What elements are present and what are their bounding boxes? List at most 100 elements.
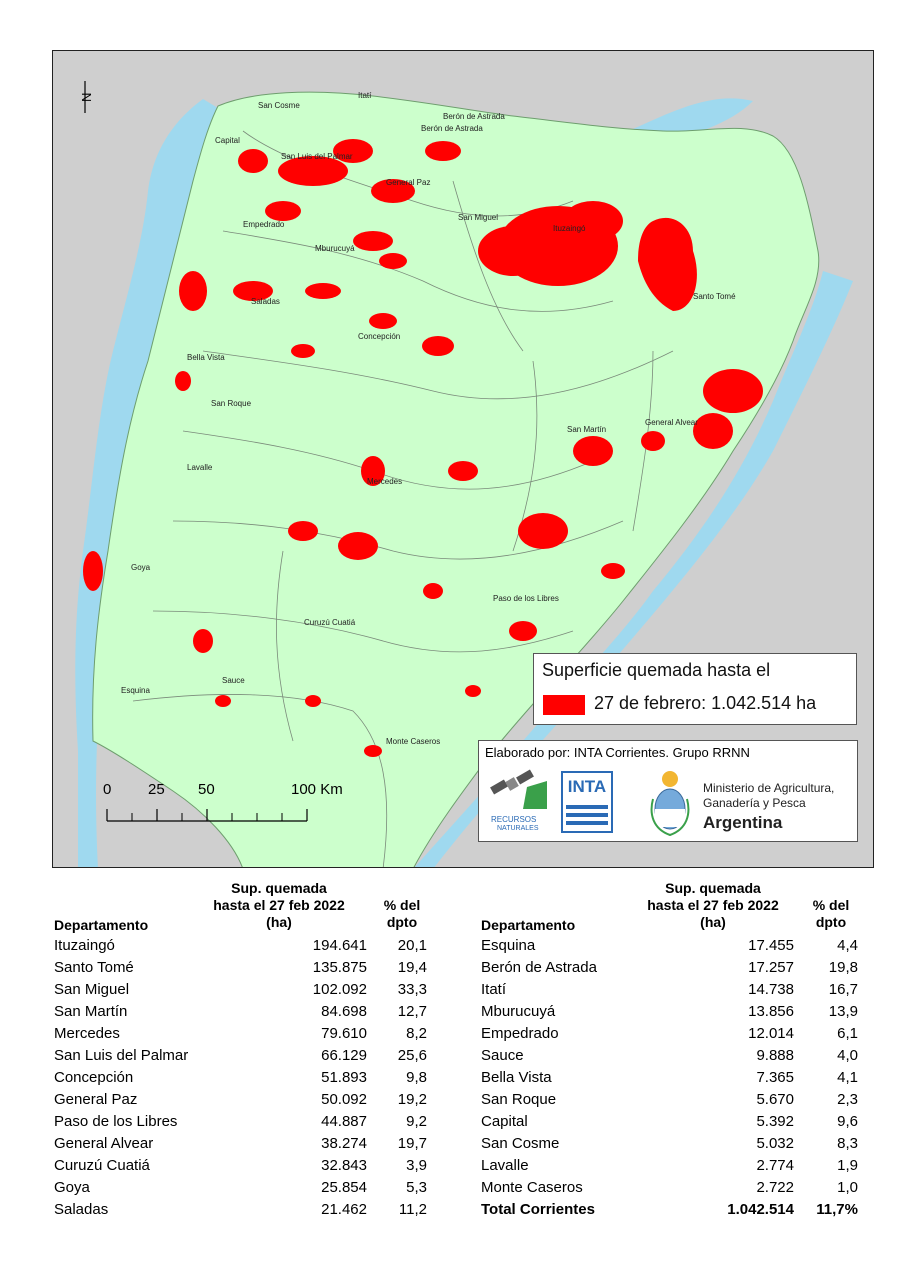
table-row: Saladas 21.462 11,2 <box>54 1201 439 1223</box>
burned-ha: 66.129 <box>321 1047 367 1064</box>
map-label: Berón de Astrada <box>443 112 505 121</box>
pct-dept: 19,8 <box>828 959 858 976</box>
map-label: Empedrado <box>243 220 285 229</box>
header-pct-line1: % del <box>383 897 421 913</box>
burned-ha: 7.365 <box>756 1069 794 1086</box>
map-label: San Luis del Palmar <box>281 152 353 161</box>
dept-name: Empedrado <box>481 1025 559 1042</box>
burned-ha: 44.887 <box>321 1113 367 1130</box>
dept-name: Santo Tomé <box>54 959 134 976</box>
scale-tick: 50 <box>198 781 215 798</box>
table-row: San Cosme 5.032 8,3 <box>481 1135 866 1157</box>
pct-dept: 5,3 <box>406 1179 427 1196</box>
map-label: Concepción <box>358 332 400 341</box>
header-pct-line1: % del <box>812 897 850 913</box>
dept-name: San Cosme <box>481 1135 560 1152</box>
dept-name: San Roque <box>481 1091 557 1108</box>
header-sup-line2: hasta el 27 feb 2022 <box>213 897 345 913</box>
burned-ha: 5.670 <box>756 1091 794 1108</box>
burned-ha: 32.843 <box>321 1157 367 1174</box>
table-row: Santo Tomé 135.875 19,4 <box>54 959 439 981</box>
burned-ha: 17.257 <box>748 959 794 976</box>
burned-ha: 50.092 <box>321 1091 367 1108</box>
dept-name: Bella Vista <box>481 1069 552 1086</box>
dept-name: Paso de los Libres <box>54 1113 178 1130</box>
dept-name: Ituzaingó <box>54 937 115 954</box>
table-row: Goya 25.854 5,3 <box>54 1179 439 1201</box>
inta-logo-text: INTA <box>567 777 607 796</box>
burned-ha: 17.455 <box>748 937 794 954</box>
dept-name: San Miguel <box>54 981 130 998</box>
map-label: Itatí <box>358 91 372 100</box>
ministry-line1: Ministerio de Agricultura, <box>703 781 835 795</box>
header-sup-line1: Sup. quemada <box>231 880 327 896</box>
table-row: Itatí 14.738 16,7 <box>481 981 866 1003</box>
inta-stripe <box>566 821 608 825</box>
header-sup-line2: hasta el 27 feb 2022 <box>647 897 779 913</box>
burned-ha: 79.610 <box>321 1025 367 1042</box>
pct-dept: 1,0 <box>837 1179 858 1196</box>
dept-name: Lavalle <box>481 1157 529 1174</box>
pct-dept: 6,1 <box>837 1025 858 1042</box>
dept-name: Total Corrientes <box>481 1201 595 1218</box>
table-row: San Miguel 102.092 33,3 <box>54 981 439 1003</box>
burned-ha: 1.042.514 <box>727 1201 794 1218</box>
dept-name: Itatí <box>481 981 507 998</box>
table-row: Curuzú Cuatiá 32.843 3,9 <box>54 1157 439 1179</box>
dept-name: Capital <box>481 1113 528 1130</box>
table-row: General Alvear 38.274 19,7 <box>54 1135 439 1157</box>
burned-ha: 84.698 <box>321 1003 367 1020</box>
dept-name: Saladas <box>54 1201 109 1218</box>
dept-name: San Luis del Palmar <box>54 1047 189 1064</box>
pct-dept: 33,3 <box>397 981 427 998</box>
burned-ha: 51.893 <box>321 1069 367 1086</box>
map-label: General Paz <box>386 178 430 187</box>
pct-dept: 16,7 <box>828 981 858 998</box>
map-legend: Superficie quemada hasta el 27 de febrer… <box>533 653 857 725</box>
table-row: Bella Vista 7.365 4,1 <box>481 1069 866 1091</box>
department-labels: San Cosme Itatí Berón de Astrada Berón d… <box>121 91 736 746</box>
table-row: General Paz 50.092 19,2 <box>54 1091 439 1113</box>
map-label: San Martín <box>567 425 606 434</box>
map-label: San Miguel <box>458 213 498 222</box>
scale-tick: 25 <box>148 781 165 798</box>
satellite-icon <box>490 769 547 809</box>
table-row: Esquina 17.455 4,4 <box>481 937 866 959</box>
map-label: Curuzú Cuatiá <box>304 618 356 627</box>
pct-dept: 8,2 <box>406 1025 427 1042</box>
pct-dept: 19,4 <box>397 959 427 976</box>
pct-dept: 4,0 <box>837 1047 858 1064</box>
table-row: Lavalle 2.774 1,9 <box>481 1157 866 1179</box>
legend-value: 27 de febrero: 1.042.514 ha <box>594 693 817 713</box>
inta-logo: INTA <box>561 771 613 833</box>
header-pct-line2: dpto <box>815 914 847 930</box>
header-sup-line3: (ha) <box>266 914 292 930</box>
table-row: Capital 5.392 9,6 <box>481 1113 866 1135</box>
pct-dept: 19,7 <box>397 1135 427 1152</box>
burned-ha: 25.854 <box>321 1179 367 1196</box>
scale-tick: 100 Km <box>291 781 343 798</box>
pct-dept: 1,9 <box>837 1157 858 1174</box>
dept-name: Mburucuyá <box>481 1003 556 1020</box>
scale-bar: 0 25 50 100 Km <box>101 781 371 831</box>
header-pct: % del dpto <box>801 897 861 931</box>
dept-name: Sauce <box>481 1047 524 1064</box>
table-row: San Roque 5.670 2,3 <box>481 1091 866 1113</box>
header-pct-line2: dpto <box>386 914 418 930</box>
table-row: Mercedes 79.610 8,2 <box>54 1025 439 1047</box>
table-row: Monte Caseros 2.722 1,0 <box>481 1179 866 1201</box>
dept-name: General Alvear <box>54 1135 154 1152</box>
map-label: Lavalle <box>187 463 213 472</box>
credits-box: Elaborado por: INTA Corrientes. Grupo RR… <box>478 740 858 842</box>
uruguay-river <box>414 271 853 867</box>
pct-dept: 4,4 <box>837 937 858 954</box>
pct-dept: 11,7% <box>816 1201 858 1218</box>
argentina-coat-of-arms-icon <box>650 771 690 837</box>
burned-ha: 5.392 <box>756 1113 794 1130</box>
map-label: Ituzaingó <box>553 224 586 233</box>
pct-dept: 8,3 <box>837 1135 858 1152</box>
dept-name: Berón de Astrada <box>481 959 597 976</box>
inta-stripe <box>566 805 608 809</box>
table-row: San Martín 84.698 12,7 <box>54 1003 439 1025</box>
legend-title: Superficie quemada hasta el <box>542 660 771 680</box>
